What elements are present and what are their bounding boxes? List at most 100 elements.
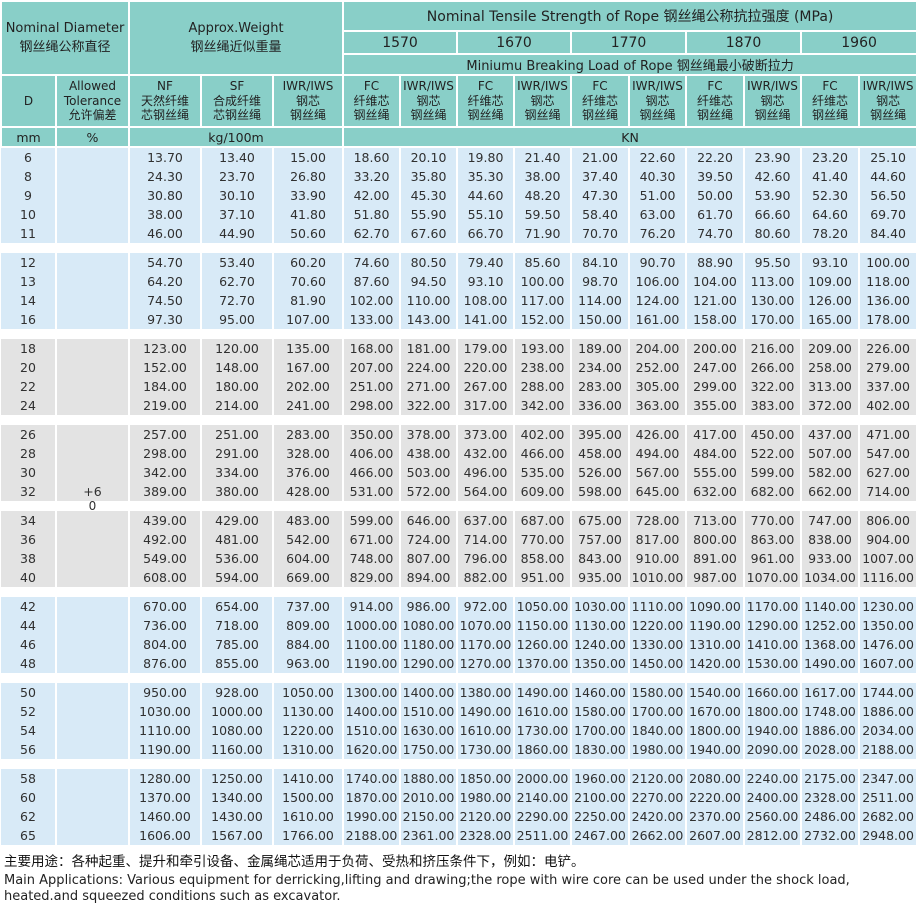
table-row: 14 74.50 72.70 81.90 102.00 110.00 108.00 117.0… — [1, 291, 916, 310]
unit-percent: % — [55, 126, 130, 148]
gap-cell — [273, 587, 345, 597]
gap-cell — [801, 329, 861, 339]
value-cell: 22.20 — [686, 147, 746, 167]
value-cell: 80.50 — [400, 253, 459, 272]
value-cell: 2140.00 — [514, 788, 573, 807]
value-cell: 1290.00 — [744, 616, 803, 635]
value-cell: 23.70 — [201, 167, 274, 186]
value-cell: 904.00 — [859, 530, 916, 549]
value-cell: 97.30 — [129, 310, 202, 329]
value-cell: 809.00 — [273, 616, 345, 635]
value-cell: 74.50 — [129, 291, 202, 310]
value-cell: 121.00 — [686, 291, 746, 310]
diameter-cell: 18 — [1, 339, 57, 358]
gap-cell — [56, 329, 130, 339]
value-cell: 1610.00 — [514, 702, 573, 721]
value-cell: 395.00 — [571, 425, 631, 444]
value-cell: 1330.00 — [629, 635, 688, 654]
value-cell: 44.60 — [859, 167, 916, 186]
value-cell: 378.00 — [400, 425, 459, 444]
value-cell: 1980.00 — [629, 740, 688, 759]
value-cell: 1010.00 — [629, 568, 688, 587]
value-cell: 55.10 — [457, 205, 516, 224]
value-cell: 1730.00 — [457, 740, 516, 759]
value-cell: 124.00 — [629, 291, 688, 310]
value-cell: 70.60 — [273, 272, 345, 291]
value-cell: 1190.00 — [343, 654, 402, 673]
value-cell: 1606.00 — [129, 826, 202, 845]
value-cell: 1340.00 — [201, 788, 274, 807]
value-cell: 1567.00 — [201, 826, 274, 845]
value-cell: 266.00 — [744, 358, 803, 377]
diameter-cell: 26 — [1, 425, 57, 444]
tolerance-cell — [56, 788, 130, 807]
value-cell: 54.70 — [129, 253, 202, 272]
table-row: 13 64.20 62.70 70.60 87.60 94.50 93.10 100.00 98… — [1, 272, 916, 291]
value-cell: 93.10 — [457, 272, 516, 291]
value-cell: 1960.00 — [571, 769, 631, 788]
value-cell: 598.00 — [571, 482, 631, 501]
diameter-cell: 12 — [1, 253, 57, 272]
col-header-iwr-1770: IWR/IWS 钢芯 钢丝绳 — [628, 74, 688, 128]
value-cell: 1050.00 — [273, 683, 345, 702]
tolerance-cell — [56, 147, 130, 167]
value-cell: 2010.00 — [400, 788, 459, 807]
value-cell: 549.00 — [129, 549, 202, 568]
value-cell: 15.00 — [273, 147, 345, 167]
value-cell: 84.40 — [859, 224, 916, 243]
tolerance-cell — [56, 253, 130, 272]
table-row: 36 492.00 481.00 542.00 671.00 724.00 714.00 77… — [1, 530, 916, 549]
diameter-cell: 48 — [1, 654, 57, 673]
col-header-fc-1960: FC 纤维芯 钢丝绳 — [800, 74, 861, 128]
value-cell: 567.00 — [629, 463, 688, 482]
units-row: mm % kg/100m KN — [0, 126, 916, 148]
gap-cell — [56, 243, 130, 253]
value-cell: 23.20 — [801, 147, 861, 167]
value-cell: 2560.00 — [744, 807, 803, 826]
value-cell: 1380.00 — [457, 683, 516, 702]
gap-cell — [343, 329, 402, 339]
value-cell: 48.20 — [514, 186, 573, 205]
value-cell: 363.00 — [629, 396, 688, 415]
value-cell: 1748.00 — [801, 702, 861, 721]
value-cell: 67.60 — [400, 224, 459, 243]
tolerance-cell — [56, 769, 130, 788]
value-cell: 279.00 — [859, 358, 916, 377]
value-cell: 224.00 — [400, 358, 459, 377]
value-cell: 522.00 — [744, 444, 803, 463]
diameter-cell: 34 — [1, 511, 57, 530]
value-cell: 1070.00 — [744, 568, 803, 587]
value-cell: 39.50 — [686, 167, 746, 186]
value-cell: 288.00 — [514, 377, 573, 396]
tolerance-cell — [56, 291, 130, 310]
value-cell: 158.00 — [686, 310, 746, 329]
value-cell: 417.00 — [686, 425, 746, 444]
gap-cell — [686, 587, 746, 597]
value-cell: 1870.00 — [343, 788, 402, 807]
value-cell: 267.00 — [457, 377, 516, 396]
main-applications-cn: 主要用途：各种起重、提升和牵引设备、金属绳芯适用于负荷、受热和挤压条件下，例如：… — [4, 854, 585, 870]
value-cell: 494.00 — [629, 444, 688, 463]
value-cell: 458.00 — [571, 444, 631, 463]
gap-cell — [571, 587, 631, 597]
value-cell: 18.60 — [343, 147, 402, 167]
value-cell: 1490.00 — [514, 683, 573, 702]
value-cell: 64.60 — [801, 205, 861, 224]
value-cell: 33.20 — [343, 167, 402, 186]
tolerance-cell — [56, 740, 130, 759]
value-cell: 189.00 — [571, 339, 631, 358]
table-row: 38 549.00 536.00 604.00 748.00 807.00 796.00 85… — [1, 549, 916, 568]
gap-cell — [400, 415, 459, 425]
value-cell: 1850.00 — [457, 769, 516, 788]
value-cell: 1980.00 — [457, 788, 516, 807]
value-cell: 608.00 — [129, 568, 202, 587]
value-cell: 891.00 — [686, 549, 746, 568]
value-cell: 143.00 — [400, 310, 459, 329]
value-cell: 1252.00 — [801, 616, 861, 635]
gap-cell — [201, 329, 274, 339]
col-header-iwr-1960: IWR/IWS 钢芯 钢丝绳 — [858, 74, 916, 128]
column-header-row: D Allowed Tolerance 允许偏差 NF 天然纤维 芯钢丝绳 SF 合成纤维… — [0, 74, 916, 128]
value-cell: 914.00 — [343, 597, 402, 616]
value-cell: 654.00 — [201, 597, 274, 616]
value-cell: 987.00 — [686, 568, 746, 587]
